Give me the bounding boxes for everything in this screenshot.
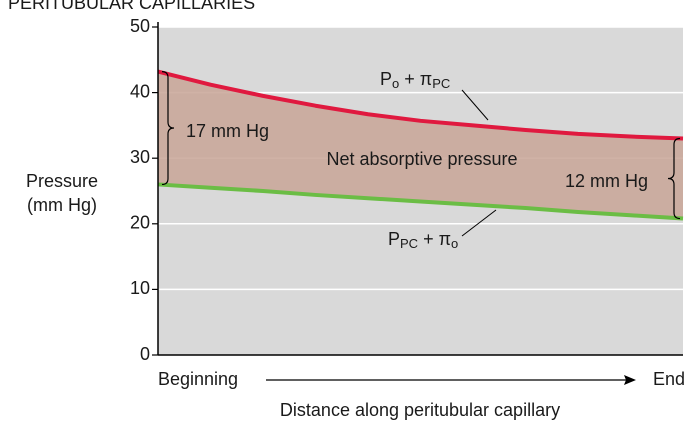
y-tick-label: 40 [130,81,150,101]
series-label-part: o [451,236,458,251]
series-label-part: + π [399,69,432,89]
y-axis-label: (mm Hg) [27,195,97,215]
y-tick-label: 30 [130,147,150,167]
y-tick-label: 20 [130,213,150,233]
bracket [161,71,175,186]
series-label-part: + π [418,229,451,249]
bracket [667,137,681,220]
x-end-label: End [653,369,685,389]
series-label-part: P [380,69,392,89]
series-label-part: P [388,229,400,249]
y-tick-label: 0 [140,344,150,364]
series-line [157,69,684,141]
plot [157,69,684,221]
annotation: Net absorptive pressure [326,149,517,169]
annotation: 17 mm Hg [186,121,269,141]
series-label-part: PC [400,236,418,251]
y-axis-label: Pressure [26,171,98,191]
series-label-part: o [392,76,399,91]
chart-title: PERITUBULAR CAPILLARIES [8,0,255,13]
x-axis-label: Distance along peritubular capillary [280,400,560,420]
y-tick-label: 10 [130,278,150,298]
series-line [157,182,684,221]
series-label: Po + πPC [380,69,450,92]
x-start-label: Beginning [158,369,238,389]
series-label-part: PC [432,76,450,91]
leader-line [461,209,497,237]
y-tick-label: 50 [130,16,150,36]
series-label: PPC + πo [388,229,458,252]
annotation: 12 mm Hg [565,171,648,191]
leader-line [461,89,489,121]
x-arrow-head [624,375,636,385]
net-pressure-area [158,71,683,219]
